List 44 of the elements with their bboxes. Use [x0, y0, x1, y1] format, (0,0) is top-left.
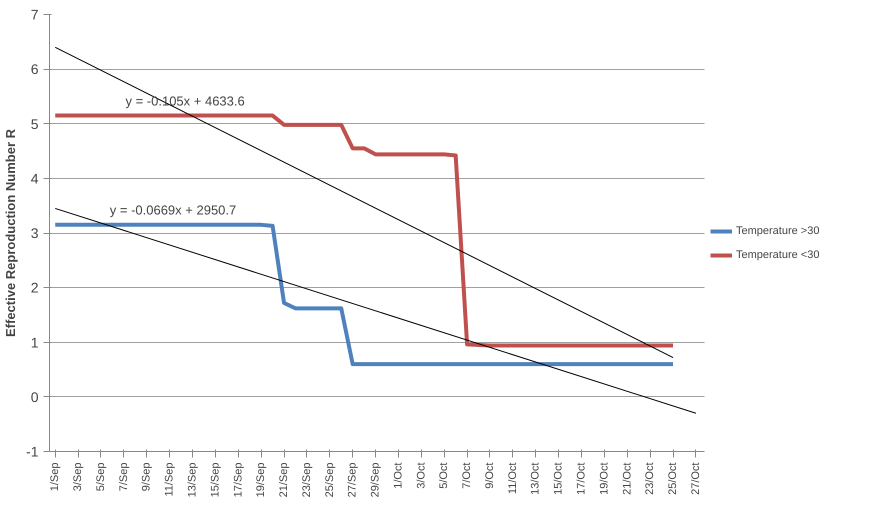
line-series: [53, 114, 676, 348]
y-tick-label: 0: [30, 388, 39, 405]
x-tick-label: 25/Sep: [324, 462, 336, 498]
x-tick-label: 5/Oct: [438, 462, 450, 489]
legend-label: Temperature <30: [736, 248, 820, 260]
x-tick-label: 9/Sep: [140, 462, 153, 492]
y-tick-label: 4: [30, 170, 39, 186]
x-tick-label: 19/Oct: [598, 462, 610, 495]
x-tick-label: 11/Oct: [506, 462, 519, 494]
x-tick-label: 21/Oct: [621, 462, 634, 495]
y-tick-label: 2: [30, 280, 39, 296]
y-tick-label: 5: [30, 116, 39, 132]
line-series: [53, 222, 676, 366]
x-tick-label: 27/Oct: [690, 462, 702, 495]
x-tick-label: 13/Sep: [186, 462, 199, 498]
x-tick-label: 13/Oct: [530, 462, 542, 495]
x-tick-label: 11/Sep: [164, 462, 176, 497]
x-tick-label: 5/Sep: [94, 462, 107, 492]
x-tick-label: 25/Oct: [667, 462, 680, 495]
x-tick-label: 19/Sep: [255, 462, 268, 498]
x-tick-label: 23/Sep: [300, 462, 313, 498]
x-tick-label: 1/Sep: [49, 462, 62, 492]
x-tick-label: 27/Sep: [346, 462, 359, 498]
annotation: y = -0.0669x + 2950.7: [110, 202, 236, 218]
x-tick-label: 29/Sep: [370, 462, 382, 498]
x-tick-label: 15/Sep: [209, 462, 222, 498]
x-tick-label: 23/Oct: [644, 462, 656, 495]
x-tick-label: 21/Sep: [278, 462, 290, 498]
x-tick-label: 7/Sep: [118, 462, 130, 492]
x-tick-label: 15/Oct: [552, 462, 565, 495]
y-tick-label: 1: [30, 334, 39, 350]
y-tick-label: -1: [26, 444, 39, 460]
x-tick-label: 17/Sep: [232, 462, 244, 498]
x-tick-label: 17/Oct: [576, 462, 588, 495]
x-tick-label: 3/Sep: [72, 462, 84, 492]
y-tick-label: 7: [30, 6, 39, 22]
x-tick-label: 1/Oct: [392, 462, 404, 489]
y-tick-label: 6: [30, 61, 39, 78]
legend-label: Temperature >30: [736, 224, 820, 236]
x-tick-label: 9/Oct: [484, 462, 496, 489]
y-tick-label: 3: [30, 225, 39, 241]
x-tick-label: 3/Oct: [415, 462, 428, 489]
x-tick-label: 7/Oct: [461, 462, 474, 489]
y-axis-title: Effective Reproduction Number R: [3, 128, 18, 338]
